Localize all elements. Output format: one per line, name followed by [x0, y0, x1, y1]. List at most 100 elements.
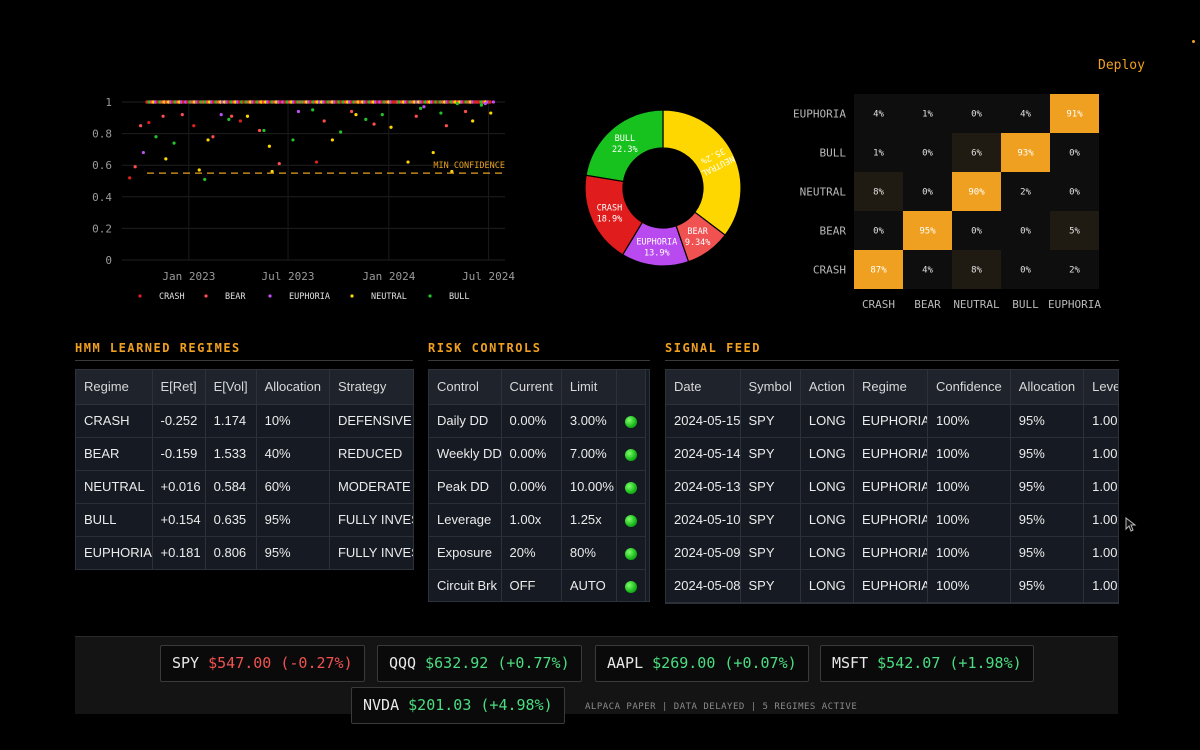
scatter-point-euphoria	[141, 150, 145, 155]
scatter-y-tick-label: 1	[105, 96, 112, 109]
table-cell: EUPHORIA	[76, 536, 153, 569]
table-cell: 60%	[256, 470, 330, 504]
footer-status-text: ALPACA PAPER | DATA DELAYED | 5 REGIMES …	[585, 702, 858, 712]
heatmap-cell-value: 0%	[1069, 188, 1080, 198]
table-cell: 100%	[927, 404, 1011, 438]
ticker-price: $632.92	[425, 654, 489, 672]
table-cell: LONG	[800, 437, 855, 471]
table-cell: 100%	[927, 470, 1011, 504]
scatter-point-neutral	[206, 138, 210, 142]
table-row[interactable]: NEUTRAL +0.016 0.584 60% MODERATE	[76, 470, 413, 504]
ticker-qqq[interactable]: QQQ $632.92 (+0.77%)	[377, 645, 582, 682]
regimes-table: Regime E[Ret] E[Vol] Allocation Strategy CRA…	[76, 370, 413, 569]
legend-label-crash: CRASH	[159, 292, 185, 302]
column-header[interactable]: Date	[666, 370, 741, 405]
table-cell: 100%	[927, 503, 1011, 537]
column-header[interactable]: Action	[800, 370, 855, 405]
column-header[interactable]: Symbol	[740, 370, 801, 405]
legend-marker-bull	[428, 294, 432, 298]
table-cell: LONG	[800, 536, 855, 570]
table-cell: 2024-05-15	[666, 404, 741, 438]
heatmap-cell	[952, 250, 1001, 289]
scatter-x-tick-label: Jan 2024	[362, 270, 415, 283]
table-row[interactable]: Exposure 20% 80%	[429, 536, 646, 570]
column-header[interactable]: Allocation	[256, 370, 330, 405]
heatmap-cell	[952, 94, 1001, 133]
table-row[interactable]: Weekly DD 0.00% 7.00%	[429, 437, 646, 471]
table-cell: EUPHORIA	[853, 536, 928, 570]
ticker-price: $547.00	[208, 654, 272, 672]
table-cell: Leverage	[429, 503, 502, 537]
regime-confidence-scatter-chart: 1 0.8 0.6 0.4 0.2 0 Jan 2023 Jul 2023 Jan 2024 Ju…	[92, 96, 515, 302]
scatter-y-tick-label: 0.6	[92, 159, 112, 172]
heatmap-column-label: CRASH	[862, 298, 895, 311]
legend-label-bear: BEAR	[225, 292, 246, 302]
scatter-point-crash	[192, 124, 196, 128]
heatmap-cell-value: 4%	[1020, 110, 1031, 120]
deploy-button[interactable]: Deploy	[1098, 58, 1145, 73]
scatter-point-bear	[322, 119, 326, 123]
ticker-msft[interactable]: MSFT $542.07 (+1.98%)	[820, 645, 1034, 682]
table-cell: DEFENSIVE	[329, 404, 413, 438]
regimes-table-container[interactable]: Regime E[Ret] E[Vol] Allocation Strategy CRA…	[75, 369, 414, 570]
heatmap-cell	[952, 172, 1001, 211]
column-header[interactable]: Current	[501, 370, 562, 405]
scatter-point-bear	[463, 109, 468, 114]
heatmap-column-label: BULL	[1012, 298, 1039, 311]
status-cell	[616, 569, 646, 601]
table-cell: EUPHORIA	[853, 470, 928, 504]
column-header[interactable]: Allocation	[1010, 370, 1085, 405]
column-header[interactable]: Regime	[853, 370, 928, 405]
table-cell: 2024-05-10	[666, 503, 741, 537]
legend-label-euphoria: EUPHORIA	[289, 292, 330, 302]
scatter-point-bear	[211, 135, 215, 139]
table-row[interactable]: Leverage 1.00x 1.25x	[429, 503, 646, 537]
ticker-spy[interactable]: SPY $547.00 (-0.27%)	[160, 645, 365, 682]
status-indicator-dot	[1192, 40, 1195, 43]
scatter-point-bull	[172, 141, 176, 145]
table-cell: Weekly DD	[429, 437, 502, 471]
table-cell: 100%	[927, 437, 1011, 471]
column-header[interactable]	[616, 370, 646, 405]
table-cell: 10%	[256, 404, 330, 438]
heatmap-cell-value: 0%	[971, 110, 982, 120]
column-header[interactable]: E[Vol]	[205, 370, 257, 405]
table-cell: 95%	[1010, 503, 1085, 537]
donut-slice-value: 22.3%	[612, 145, 638, 155]
table-cell: 2024-05-08	[666, 569, 741, 603]
heatmap-cell-value: 0%	[1020, 266, 1031, 276]
column-header[interactable]: Regime	[76, 370, 153, 405]
ticker-aapl[interactable]: AAPL $269.00 (+0.07%)	[595, 645, 809, 682]
column-header[interactable]: Limit	[561, 370, 617, 405]
table-row[interactable]: Circuit Brk OFF AUTO	[429, 569, 646, 601]
signal-table-container[interactable]: Date Symbol Action Regime Confidence Allocati…	[665, 369, 1119, 604]
table-row[interactable]: CRASH -0.252 1.174 10% DEFENSIVE	[76, 404, 413, 438]
heatmap-cell	[1001, 133, 1050, 172]
scatter-point-bear	[414, 114, 418, 118]
column-header[interactable]: Leverage	[1083, 370, 1118, 405]
table-row[interactable]: Daily DD 0.00% 3.00%	[429, 404, 646, 438]
ticker-nvda[interactable]: NVDA $201.03 (+4.98%)	[351, 687, 565, 724]
column-header[interactable]: Confidence	[927, 370, 1011, 405]
table-row[interactable]: BEAR -0.159 1.533 40% REDUCED	[76, 437, 413, 471]
table-cell: 10.00%	[561, 470, 617, 504]
scatter-point-bear	[277, 162, 281, 166]
scatter-point-bull	[339, 130, 343, 134]
legend-marker-euphoria	[268, 294, 272, 298]
column-header[interactable]: E[Ret]	[152, 370, 206, 405]
table-cell: 95%	[1010, 569, 1085, 603]
risk-table-container[interactable]: Control Current Limit Daily DD 0.00% 3.00% We…	[428, 369, 650, 602]
column-header[interactable]: Strategy	[329, 370, 413, 405]
table-row[interactable]: Peak DD 0.00% 10.00%	[429, 470, 646, 504]
column-header[interactable]: Control	[429, 370, 502, 405]
